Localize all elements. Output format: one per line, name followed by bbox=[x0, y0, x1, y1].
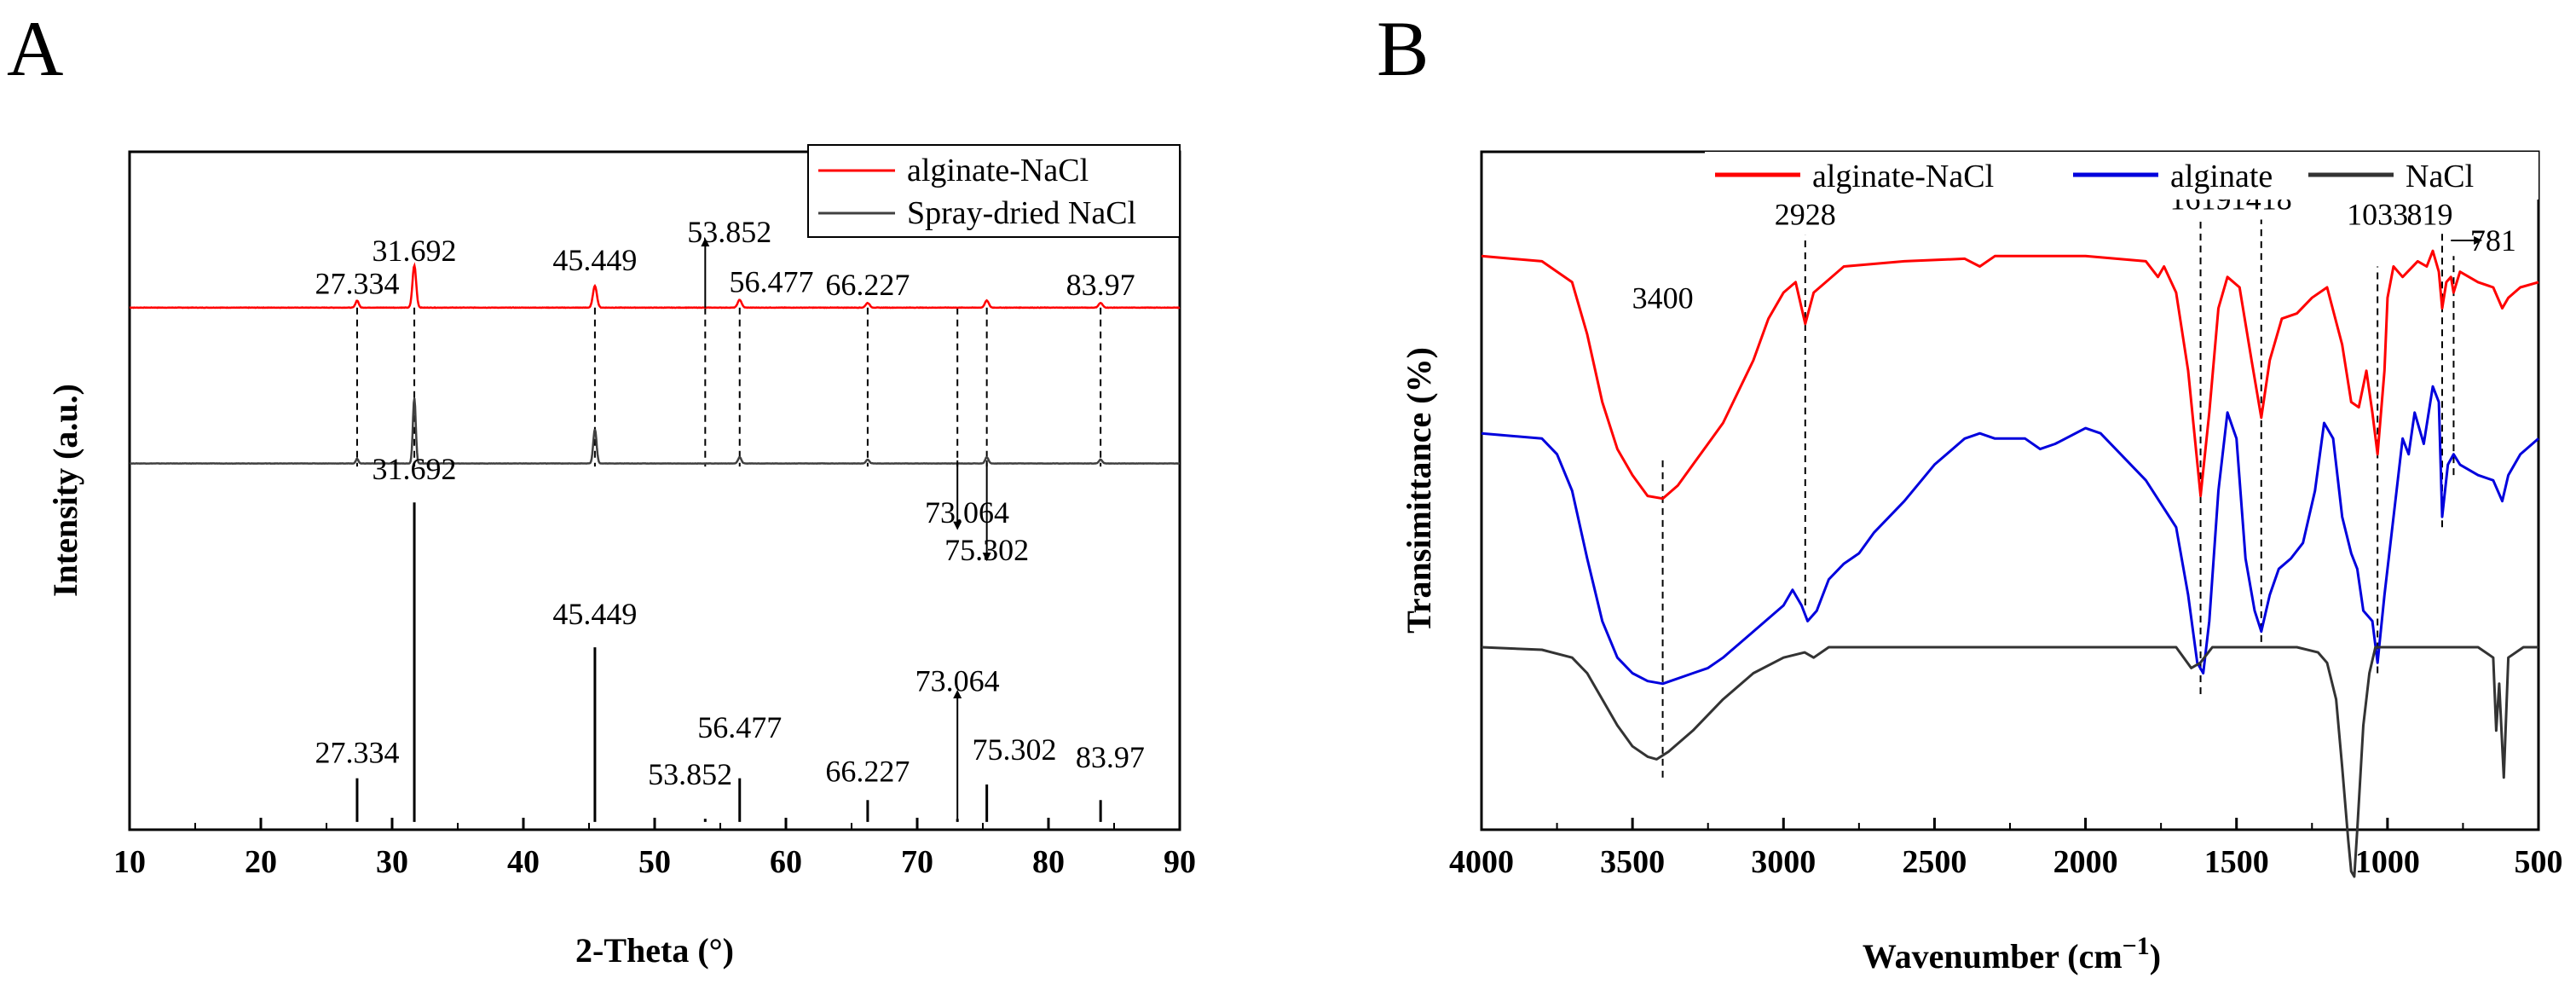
peak-label: 83.97 bbox=[1076, 740, 1145, 774]
peak-label: 56.477 bbox=[697, 710, 782, 744]
peak-label: 66.227 bbox=[825, 754, 910, 788]
x-tick-label: 1000 bbox=[2355, 844, 2420, 880]
dashed-guides bbox=[355, 307, 1102, 467]
series-lines bbox=[1481, 249, 2539, 878]
peak-label: 1033 bbox=[2347, 198, 2408, 232]
series-lines bbox=[129, 262, 1181, 466]
legend-label: Spray-dried NaCl bbox=[907, 195, 1136, 231]
peak-label: 73.064 bbox=[915, 663, 1000, 698]
x-tick-label: 10 bbox=[113, 844, 146, 880]
series-line bbox=[129, 397, 1181, 466]
x-tick-label: 80 bbox=[1032, 844, 1065, 880]
x-tick-label: 500 bbox=[2515, 844, 2563, 880]
peak-label: 75.302 bbox=[944, 533, 1029, 567]
x-axis-ticks: 4000 3500 3000 2500 2000 1500 1000 500 bbox=[1449, 818, 2563, 880]
series-line bbox=[129, 262, 1181, 310]
series-line bbox=[1481, 385, 2539, 686]
peak-label: 53.852 bbox=[687, 215, 771, 249]
x-tick-label: 3500 bbox=[1600, 844, 1665, 880]
x-tick-label: 3000 bbox=[1751, 844, 1816, 880]
legend-box bbox=[807, 144, 1181, 238]
legend-label: alginate bbox=[2170, 159, 2273, 194]
legend-label: alginate-NaCl bbox=[1812, 159, 1994, 194]
peak-label: 3400 bbox=[1632, 281, 1694, 315]
x-axis-label: Wavenumber (cm−1) bbox=[1863, 932, 2161, 976]
panel-label: A bbox=[7, 5, 63, 92]
x-axis-label-superscript: −1 bbox=[2123, 932, 2150, 960]
series-line bbox=[1481, 646, 2538, 878]
peak-label: 75.302 bbox=[972, 732, 1056, 767]
legend: alginate-NaCl alginate NaCl bbox=[1705, 152, 2538, 200]
peak-label: 2928 bbox=[1775, 198, 1836, 232]
x-axis-label-main: Wavenumber (cm bbox=[1863, 937, 2123, 976]
x-tick-label: 40 bbox=[507, 844, 540, 880]
plot-frame bbox=[128, 150, 1181, 831]
legend: alginate-NaCl Spray-dried NaCl bbox=[807, 144, 1181, 238]
peak-label: 781 bbox=[2470, 223, 2516, 258]
peak-label: 53.852 bbox=[648, 757, 732, 791]
peak-label: 56.477 bbox=[730, 264, 814, 298]
x-tick-label: 1500 bbox=[2204, 844, 2269, 880]
legend-label: NaCl bbox=[2406, 159, 2474, 194]
series-line bbox=[1481, 249, 2539, 501]
peak-annotations: 34002928161914181033819781 bbox=[1632, 182, 2516, 315]
peak-label: 31.692 bbox=[373, 452, 457, 486]
panel-b: B 34002928161914181033819781 40003500300… bbox=[1377, 5, 2563, 976]
peak-label: 819 bbox=[2406, 198, 2452, 232]
peak-label: 66.227 bbox=[825, 268, 910, 302]
peak-label: 45.449 bbox=[552, 243, 637, 277]
x-axis-label: 2-Theta (°) bbox=[575, 931, 734, 970]
x-tick-label: 2500 bbox=[1902, 844, 1967, 880]
x-tick-label: 2000 bbox=[2053, 844, 2118, 880]
x-tick-label: 50 bbox=[638, 844, 671, 880]
reference-lines bbox=[355, 502, 1102, 822]
x-tick-label: 90 bbox=[1164, 844, 1196, 880]
peak-label: 27.334 bbox=[315, 735, 399, 769]
y-axis-label: Transimittance (%) bbox=[1400, 347, 1438, 634]
panel-label: B bbox=[1377, 5, 1429, 92]
x-tick-label: 60 bbox=[770, 844, 802, 880]
peak-label: 45.449 bbox=[552, 597, 637, 631]
x-tick-label: 4000 bbox=[1449, 844, 1514, 880]
plot-frame bbox=[1480, 150, 2540, 831]
peak-label: 83.97 bbox=[1066, 268, 1135, 302]
peak-label: 31.692 bbox=[373, 234, 457, 268]
annotation-arrows bbox=[701, 238, 991, 819]
x-axis-label-tail: ) bbox=[2150, 937, 2161, 976]
x-tick-label: 20 bbox=[245, 844, 277, 880]
x-tick-label: 30 bbox=[376, 844, 408, 880]
x-tick-label: 70 bbox=[901, 844, 933, 880]
peak-label: 73.064 bbox=[925, 495, 1009, 530]
x-axis-ticks: 10 20 30 40 50 60 70 80 90 bbox=[113, 818, 1196, 880]
legend-label: alginate-NaCl bbox=[907, 153, 1089, 188]
y-axis-label: Intensity (a.u.) bbox=[46, 384, 84, 597]
peak-label: 27.334 bbox=[315, 266, 399, 300]
